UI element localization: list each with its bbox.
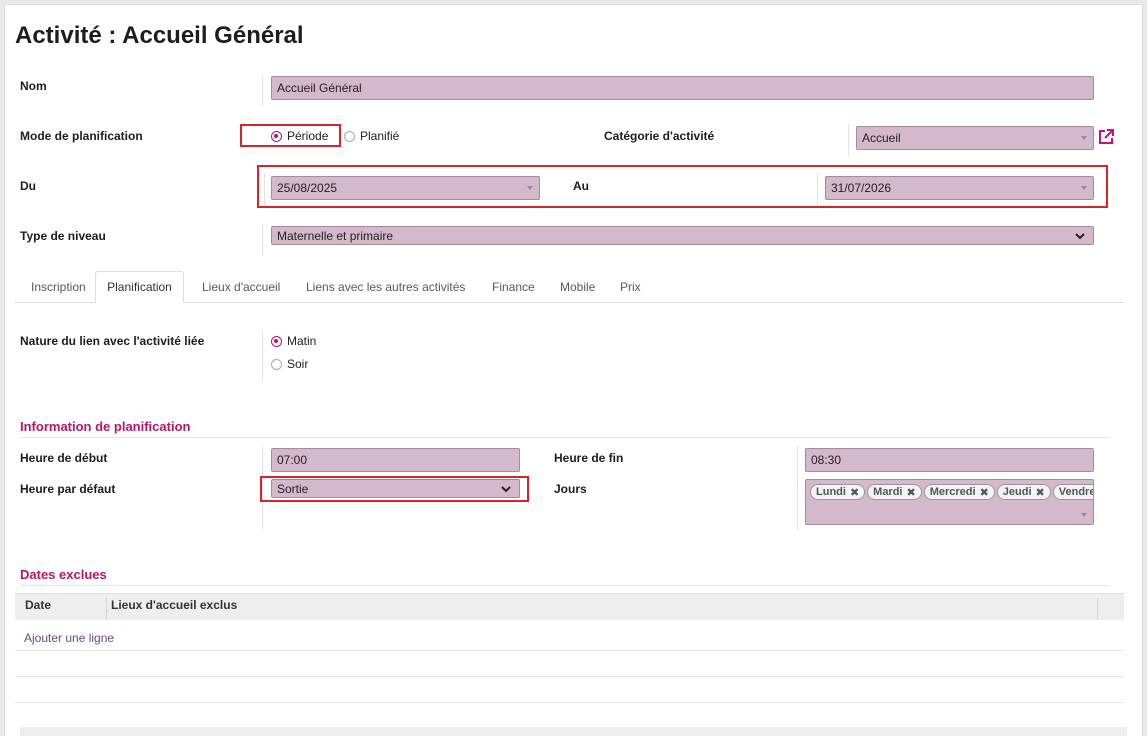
jours-label: Jours [554,482,587,496]
tab-lieux-accueil[interactable]: Lieux d'accueil [202,280,281,294]
form-sheet [4,4,1143,736]
section-title-dates-exclues: Dates exclues [20,567,107,582]
nom-label: Nom [20,79,47,93]
heure-debut-input[interactable]: 07:00 [271,448,520,472]
separator [262,75,263,105]
table-row [15,650,1124,651]
au-date-input[interactable]: 31/07/2026 [825,176,1094,200]
tab-liens-activites[interactable]: Liens avec les autres activités [306,280,466,294]
page-title: Activité : Accueil Général [15,22,304,49]
categorie-label: Catégorie d'activité [604,129,715,143]
du-label: Du [20,179,36,193]
du-date-input[interactable]: 25/08/2025 [271,176,540,200]
categorie-select[interactable]: Accueil [856,126,1094,150]
chevron-down-icon [1075,233,1085,240]
heure-fin-label: Heure de fin [554,451,624,465]
radio-selected-icon [271,130,282,142]
caret-down-icon [1081,186,1087,190]
tag-mercredi[interactable]: Mercredi ✖ [923,484,995,500]
nature-option-label: Matin [287,334,317,348]
mode-option-label: Période [287,129,329,143]
heure-fin-input[interactable]: 08:30 [805,448,1094,472]
au-value: 31/07/2026 [831,181,892,195]
remove-tag-icon[interactable]: ✖ [849,486,860,499]
du-value: 25/08/2025 [277,181,338,195]
caret-down-icon [1081,513,1087,517]
external-link-icon[interactable] [1097,128,1115,146]
separator [262,446,263,530]
tabs-divider [15,302,1124,303]
add-line-link[interactable]: Ajouter une ligne [24,631,115,645]
remove-tag-icon[interactable]: ✖ [1035,486,1045,499]
mode-label: Mode de planification [20,129,143,143]
separator [797,446,798,530]
section-divider [20,585,1110,586]
radio-selected-icon [271,335,282,347]
separator [848,124,849,156]
separator [262,330,263,382]
table-row [15,702,1124,703]
tag-jeudi[interactable]: Jeudi ✖ [996,484,1051,500]
nature-radio-soir[interactable]: Soir [271,357,308,371]
nature-radio-matin[interactable]: Matin [271,334,316,348]
tab-planification[interactable]: Planification [95,271,184,303]
caret-down-icon [527,186,533,190]
chevron-down-icon [501,486,511,493]
section-title-planification: Information de planification [20,419,191,434]
mode-radio-periode[interactable]: Période [271,129,328,143]
au-label: Au [573,179,589,193]
heure-defaut-value: Sortie [277,481,309,496]
radio-unselected-icon [344,130,355,142]
type-niveau-select[interactable]: Maternelle et primaire [271,226,1094,245]
tab-mobile[interactable]: Mobile [560,280,596,294]
remove-tag-icon[interactable]: ✖ [979,486,989,499]
nom-input[interactable]: Accueil Général [271,76,1094,100]
heure-debut-label: Heure de début [20,451,108,465]
separator [262,224,263,256]
tab-inscription[interactable]: Inscription [31,280,86,294]
mode-radio-planifie[interactable]: Planifié [344,129,399,143]
nature-option-label: Soir [287,357,309,371]
tag-vendredi[interactable]: Vendredi✖ [1052,484,1093,500]
tag-mardi[interactable]: Mardi ✖ [867,484,922,500]
type-niveau-value: Maternelle et primaire [277,228,394,243]
highlight-box-mode [240,124,341,147]
highlight-box-dates [257,165,1108,208]
caret-down-icon [1081,136,1087,140]
heure-defaut-select[interactable]: Sortie [271,479,520,498]
tag-lundi[interactable]: Lundi ✖ [810,484,866,500]
jours-multiselect[interactable]: Lundi✖Mardi✖Mercredi✖Jeudi✖Vendredi✖ [805,479,1094,525]
nature-label: Nature du lien avec l'activité liée [20,334,205,348]
section-divider [20,437,1110,438]
table-row [15,676,1124,677]
tab-prix[interactable]: Prix [620,280,641,294]
heure-defaut-label: Heure par défaut [20,482,116,496]
column-header-date[interactable]: Date [25,598,52,612]
column-divider [106,597,107,620]
categorie-value: Accueil [862,131,901,145]
type-niveau-label: Type de niveau [20,229,106,243]
highlight-box-heure [260,476,529,502]
table-header [15,593,1124,620]
table-footer [20,727,1127,736]
tab-finance[interactable]: Finance [492,280,535,294]
remove-tag-icon[interactable]: ✖ [906,486,916,499]
radio-unselected-icon [271,358,282,370]
column-header-lieux[interactable]: Lieux d'accueil exclus [111,598,238,612]
mode-option-label: Planifié [360,129,400,143]
column-divider [1097,597,1098,620]
separator [264,173,265,205]
separator [817,173,818,205]
